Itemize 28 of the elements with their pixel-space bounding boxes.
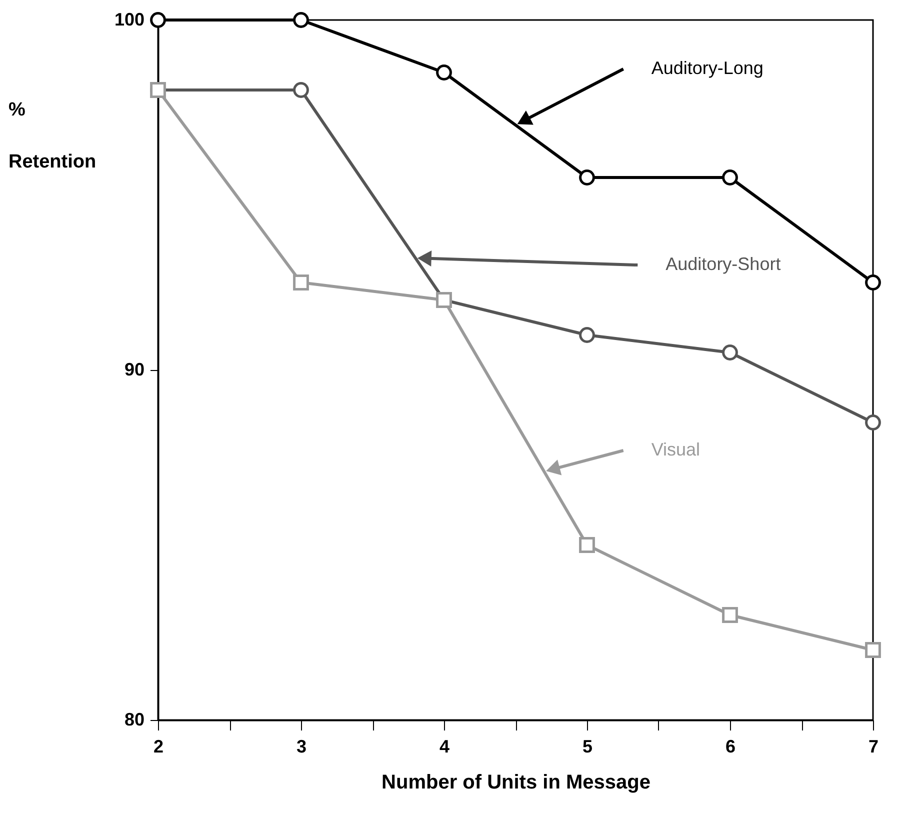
point	[579, 537, 595, 553]
point	[865, 274, 881, 290]
text: Auditory-Short	[666, 254, 781, 274]
point	[293, 82, 309, 98]
point	[865, 642, 881, 658]
point	[865, 414, 881, 430]
point	[150, 12, 166, 28]
text: Auditory-Long	[651, 58, 764, 78]
x-tick-label: 5	[582, 736, 593, 756]
y-tick-label: 90	[124, 360, 144, 380]
point	[722, 344, 738, 360]
y-tick-label: 100	[114, 10, 144, 30]
y-tick-label: 80	[124, 710, 144, 730]
point	[722, 607, 738, 623]
text: % Retention	[8, 100, 96, 172]
x-tick-label: 2	[153, 736, 164, 756]
legend-label: Visual	[651, 440, 700, 460]
x-tick-label: 6	[725, 736, 736, 756]
point	[293, 274, 309, 290]
point	[579, 327, 595, 343]
x-axis-title: Number of Units in Message	[382, 772, 650, 794]
x-tick-label: 7	[868, 736, 879, 756]
point	[293, 12, 309, 28]
point	[579, 170, 595, 186]
point	[722, 170, 738, 186]
point	[436, 64, 452, 80]
x-tick-label: 3	[296, 736, 307, 756]
x-tick-label: 4	[439, 736, 450, 756]
